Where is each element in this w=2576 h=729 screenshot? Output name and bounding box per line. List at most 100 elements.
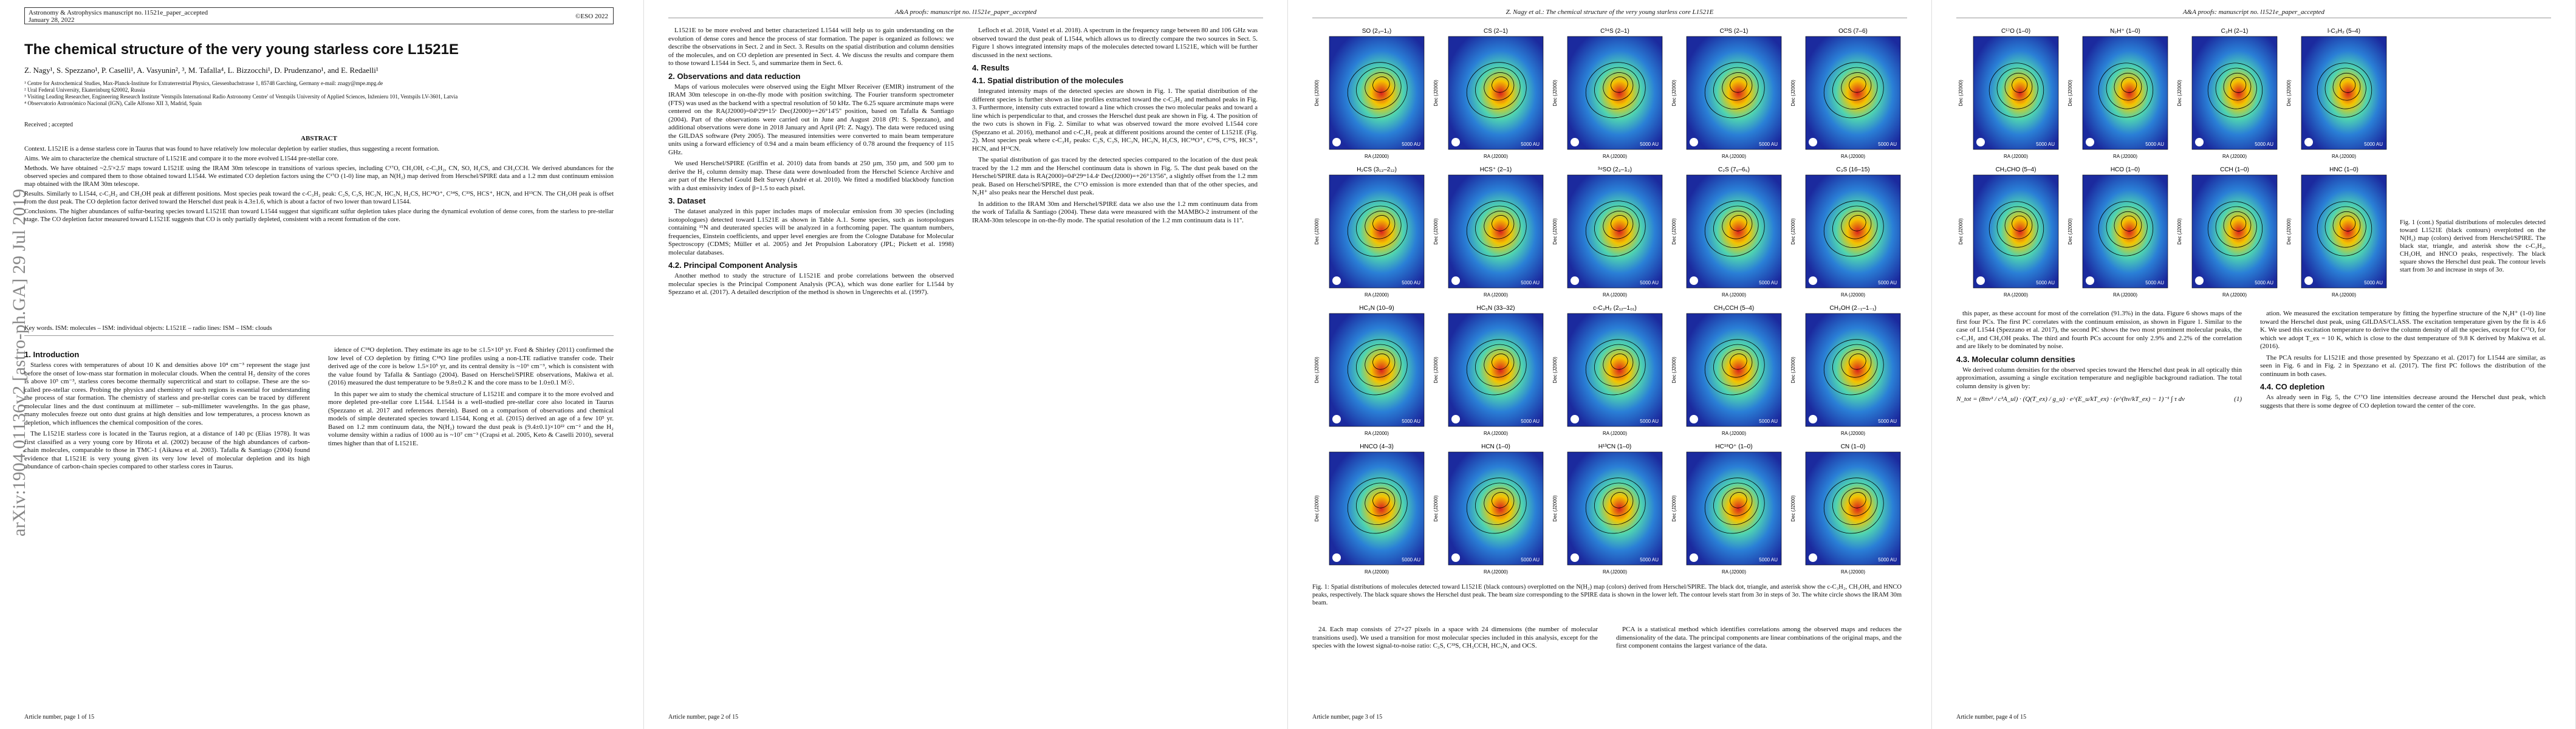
nh2-map [2301,174,2387,289]
panel-title: C³³S (2–1) [1720,28,1749,35]
x-axis-label: RA (J2000) [1722,154,1746,159]
contour [1372,354,1390,370]
nh2-map [1567,451,1663,566]
contour [1722,349,1753,378]
beam [1571,553,1579,562]
map-panel: HCS⁺ (2–1) 5000 AU RA (J2000) Dec (J2000) [1433,166,1544,298]
panel-wrap: CS (2–1) 5000 AU RA (J2000) Dec (J2000) [1431,26,1547,163]
contour [1832,482,1878,525]
contour [2098,201,2154,256]
contour [1713,67,1759,109]
scale-label: 5000 AU [1759,557,1778,563]
contour [1603,211,1634,239]
text-column: L1521E to be more evolved and better cha… [668,27,954,701]
scale-label: 5000 AU [2255,142,2273,147]
contour [1722,211,1753,239]
equation: N_tot = (8πν³ / c³A_ul) · (Q(T_ex) / g_u… [1956,395,2242,404]
paragraph: this paper, as these account for most of… [1956,310,2242,350]
nh2-map [1805,174,1901,289]
panel-title: CN (1–0) [1841,443,1866,450]
journal-name: Astronomy & Astrophysics manuscript no. … [29,9,208,16]
abstract-paragraph: Results. Similarly to L1544, c-C₃H₂ and … [24,191,614,205]
contour [2317,201,2372,256]
x-axis-label: RA (J2000) [2004,154,2028,159]
nh2-map [2191,174,2278,289]
nh2-map [1448,451,1544,566]
panel-title: N₂H⁺ (1–0) [2110,28,2140,35]
contour [1585,339,1646,395]
map-panel: CH₃CCH (5–4) 5000 AU RA (J2000) Dec (J2000) [1671,305,1782,436]
beam [1690,415,1698,423]
contour [1466,62,1527,118]
contour [1372,492,1390,508]
running-header: Z. Nagy et al.: The chemical structure o… [1312,9,1907,18]
nh2-map [1448,313,1544,427]
contour [1585,477,1646,534]
panel-wrap: HNC (1–0) 5000 AU RA (J2000) Dec (J2000) [2284,164,2390,302]
nh2-map [1686,451,1782,566]
beam [1976,138,1985,146]
abstract-paragraph: Methods. We have obtained ~2.5'×2.5' map… [24,165,614,188]
y-axis-label: Dec (J2000) [1552,495,1558,522]
contour [1585,200,1646,257]
beam [2086,276,2094,285]
panel-wrap: C₂S (7₆–6₅) 5000 AU RA (J2000) Dec (J2000) [1670,164,1785,302]
panel-wrap: HC¹⁸O⁺ (1–0) 5000 AU RA (J2000) Dec (J2000) [1670,441,1785,579]
contour [1841,349,1872,378]
x-axis-label: RA (J2000) [1722,292,1746,298]
affiliation: ¹ Centre for Astrochemical Studies, Max-… [24,80,383,86]
y-axis-label: Dec (J2000) [1314,495,1320,522]
contour [1492,215,1509,231]
contour [1356,482,1402,525]
beam [1571,276,1579,285]
panel-wrap: CCH (1–0) 5000 AU RA (J2000) Dec (J2000) [2175,164,2281,302]
y-axis-label: Dec (J2000) [1790,218,1796,245]
map-panel: C₃H (2–1) 5000 AU RA (J2000) Dec (J2000) [2177,28,2278,159]
paragraph: idence of C¹⁸O depletion. They estimate … [328,346,614,386]
panel-title: C₃H (2–1) [2221,28,2249,35]
panel-wrap: C₃S (16–15) 5000 AU RA (J2000) Dec (J2000) [1789,164,1904,302]
panel-wrap: c-C₃H₂ (2₁₂–1₀₁) 5000 AU RA (J2000) Dec (J2… [1550,303,1666,440]
contour [1356,67,1402,109]
contour [2230,77,2247,93]
contour [1730,354,1747,370]
x-axis-label: RA (J2000) [1365,154,1389,159]
panel-title: HC₅N (33–32) [1477,305,1515,312]
scale-label: 5000 AU [1640,557,1659,563]
page-footer: Article number, page 4 of 15 [1956,714,2027,720]
contour [2207,201,2263,256]
paragraph: The L1521E starless core is located in t… [24,430,310,470]
panel-wrap: l-C₃H₂ (5–4) 5000 AU RA (J2000) Dec (J2000) [2284,26,2390,163]
scale-label: 5000 AU [2036,142,2055,147]
contour [1484,349,1515,378]
beam [1809,276,1817,285]
nh2-map [1329,174,1425,289]
panel-title: H₂CS (3₁₃–2₁₂) [1357,166,1397,173]
contour [2121,215,2137,231]
x-axis-label: RA (J2000) [2222,292,2247,298]
contour [1356,205,1402,248]
map-panel: HC₃N (10–9) 5000 AU RA (J2000) Dec (J2000) [1314,305,1425,436]
contour [1841,211,1872,239]
contour [1365,349,1396,378]
x-axis-label: RA (J2000) [2332,154,2356,159]
panel-wrap: CH₃CCH (5–4) 5000 AU RA (J2000) Dec (J2000) [1670,303,1785,440]
contour [1492,492,1509,508]
contour [1849,354,1866,370]
abstract-paragraph: Context. L1521E is a dense starless core… [24,146,440,152]
x-axis-label: RA (J2000) [1365,431,1389,436]
panel-wrap: C³⁴S (2–1) 5000 AU RA (J2000) Dec (J2000) [1550,26,1666,163]
contour [1466,339,1527,395]
equation-body: N_tot = (8πν³ / c³A_ul) · (Q(T_ex) / g_u… [1956,395,2185,403]
contour [1832,205,1878,248]
contour [2012,77,2028,93]
contour [1611,492,1628,508]
contour [1475,205,1521,248]
contour [1365,211,1396,239]
contour [1832,67,1878,109]
contour [1603,72,1634,101]
beam [2304,276,2313,285]
page: A&A proofs: manuscript no. l1521e_paper_… [1932,0,2576,729]
panel-wrap: N₂H⁺ (1–0) 5000 AU RA (J2000) Dec (J2000) [2066,26,2171,163]
contour [1347,62,1408,118]
